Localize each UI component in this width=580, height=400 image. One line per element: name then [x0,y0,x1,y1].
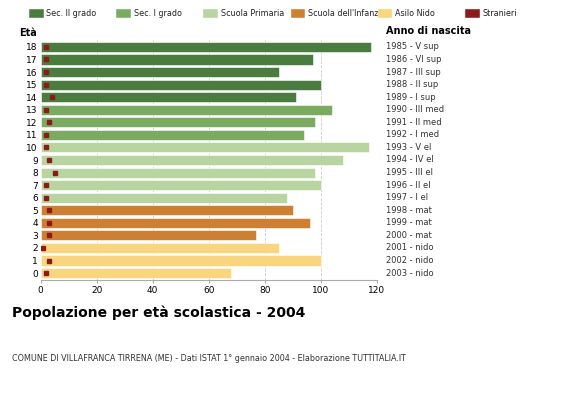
Text: 1999 - mat: 1999 - mat [386,218,432,227]
Text: Età: Età [20,28,37,38]
Bar [41,42,371,52]
Text: 1987 - III sup: 1987 - III sup [386,68,440,76]
Bar [41,256,321,266]
Bar [41,243,279,253]
Bar [41,193,287,203]
Text: Scuola Primaria: Scuola Primaria [221,9,284,18]
Text: 1991 - II med: 1991 - II med [386,118,441,127]
Text: 1990 - III med: 1990 - III med [386,105,444,114]
Bar [41,80,321,90]
Text: 2000 - mat: 2000 - mat [386,231,432,240]
Bar [41,155,343,165]
Text: 1986 - VI sup: 1986 - VI sup [386,55,441,64]
Text: 1995 - III el: 1995 - III el [386,168,433,177]
Bar [41,230,256,240]
Text: 2001 - nido: 2001 - nido [386,244,433,252]
Text: 1998 - mat: 1998 - mat [386,206,432,215]
Text: Scuola dell'Infanzia: Scuola dell'Infanzia [308,9,386,18]
Text: 1997 - I el: 1997 - I el [386,193,428,202]
Text: 1993 - V el: 1993 - V el [386,143,431,152]
Bar [41,268,231,278]
Bar [41,205,293,215]
Bar [41,130,304,140]
Text: Popolazione per età scolastica - 2004: Popolazione per età scolastica - 2004 [12,306,305,320]
Bar [41,180,321,190]
Text: 2002 - nido: 2002 - nido [386,256,433,265]
Bar [41,218,310,228]
Bar [41,67,279,77]
Bar [41,92,296,102]
Bar [41,117,316,127]
Text: COMUNE DI VILLAFRANCA TIRRENA (ME) - Dati ISTAT 1° gennaio 2004 - Elaborazione T: COMUNE DI VILLAFRANCA TIRRENA (ME) - Dat… [12,354,405,363]
Text: 1985 - V sup: 1985 - V sup [386,42,438,52]
Bar [41,168,316,178]
Bar [41,105,332,115]
Bar [41,54,313,64]
Text: 1988 - II sup: 1988 - II sup [386,80,438,89]
Text: Asilo Nido: Asilo Nido [396,9,435,18]
Text: 1992 - I med: 1992 - I med [386,130,439,139]
Bar [41,142,369,152]
Text: 2003 - nido: 2003 - nido [386,268,433,278]
Text: 1994 - IV el: 1994 - IV el [386,156,433,164]
Text: Anno di nascita: Anno di nascita [386,26,471,36]
Text: 1996 - II el: 1996 - II el [386,181,430,190]
Text: Sec. II grado: Sec. II grado [46,9,97,18]
Text: 1989 - I sup: 1989 - I sup [386,93,436,102]
Text: Stranieri: Stranieri [483,9,517,18]
Text: Sec. I grado: Sec. I grado [133,9,182,18]
